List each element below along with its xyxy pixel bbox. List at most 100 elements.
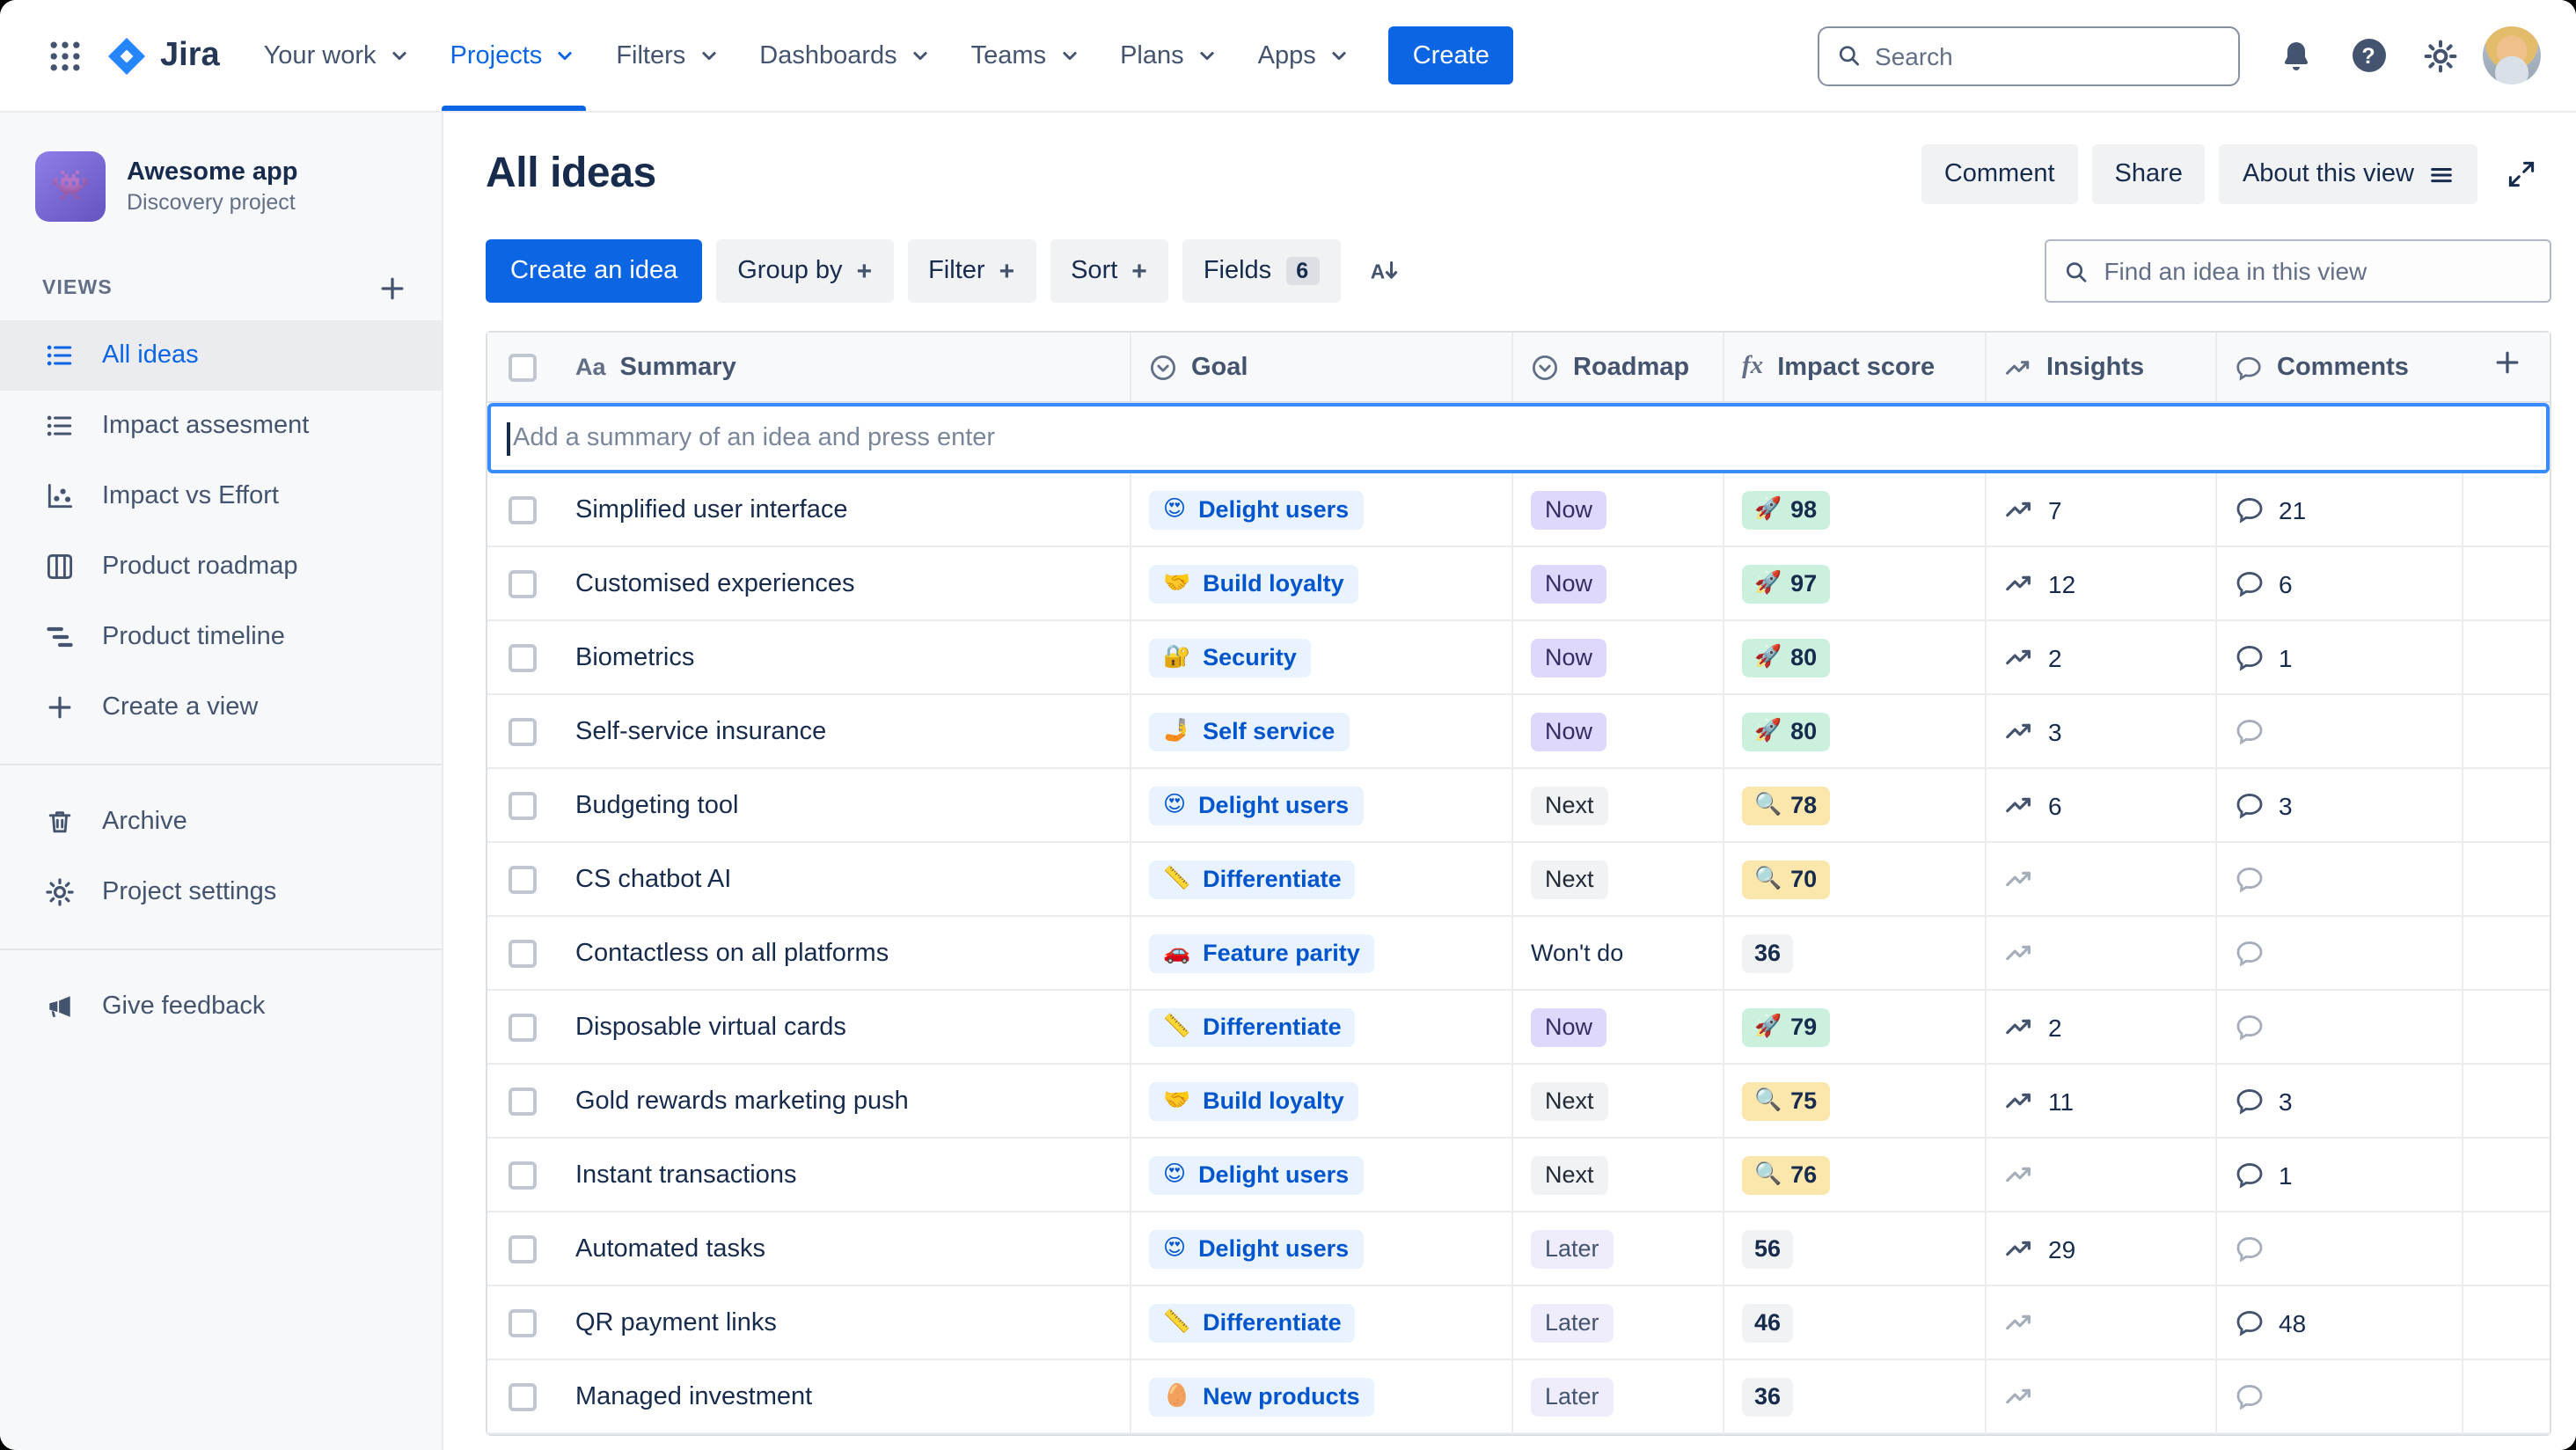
sidebar-item-product-roadmap[interactable]: Product roadmap — [0, 531, 442, 602]
roadmap-badge[interactable]: Won't do — [1531, 940, 1624, 966]
goal-badge[interactable]: 🤝 Build loyalty — [1149, 564, 1358, 603]
row-checkbox[interactable] — [509, 865, 537, 893]
row-checkbox[interactable] — [509, 717, 537, 745]
goal-badge[interactable]: 😍 Delight users — [1149, 490, 1364, 529]
create-button[interactable]: Create — [1387, 26, 1514, 84]
row-checkbox[interactable] — [509, 939, 537, 967]
app-switcher-icon[interactable] — [35, 26, 95, 85]
roadmap-badge[interactable]: Later — [1531, 1377, 1614, 1416]
goal-badge[interactable]: 📏 Differentiate — [1149, 1303, 1356, 1342]
goal-badge[interactable]: 🥚 New products — [1149, 1377, 1374, 1416]
nav-dashboards[interactable]: Dashboards — [740, 0, 951, 111]
insights-cell[interactable]: 2 — [1987, 991, 2217, 1063]
goal-badge[interactable]: 📏 Differentiate — [1149, 860, 1356, 898]
row-checkbox[interactable] — [509, 1013, 537, 1041]
goal-badge[interactable]: 🤳 Self service — [1149, 712, 1350, 751]
column-header-summary[interactable]: Aa Summary — [558, 333, 1131, 401]
project-header[interactable]: Awesome app Discovery project — [0, 151, 442, 222]
insights-cell[interactable]: 7 — [1987, 473, 2217, 546]
notifications-icon[interactable] — [2266, 26, 2326, 85]
sort-button[interactable]: Sort — [1050, 239, 1168, 303]
settings-icon[interactable] — [2411, 26, 2470, 85]
insights-cell[interactable]: 2 — [1987, 621, 2217, 693]
comments-cell[interactable]: 1 — [2217, 1139, 2463, 1211]
row-checkbox[interactable] — [509, 495, 537, 524]
row-checkbox[interactable] — [509, 1234, 537, 1263]
roadmap-badge[interactable]: Next — [1531, 1081, 1608, 1120]
idea-summary[interactable]: Simplified user interface — [575, 495, 848, 524]
idea-summary[interactable]: Automated tasks — [575, 1234, 765, 1263]
idea-summary[interactable]: Contactless on all platforms — [575, 939, 889, 967]
comments-cell[interactable] — [2217, 695, 2463, 767]
sidebar-item-create-a-view[interactable]: Create a view — [0, 672, 442, 743]
comments-cell[interactable]: 3 — [2217, 1065, 2463, 1137]
goal-badge[interactable]: 😍 Delight users — [1149, 1155, 1364, 1194]
idea-summary[interactable]: QR payment links — [575, 1308, 777, 1336]
global-search-input[interactable] — [1875, 41, 2221, 70]
add-idea-input[interactable]: Add a summary of an idea and press enter — [487, 403, 2550, 473]
sidebar-item-archive[interactable]: Archive — [0, 787, 442, 857]
idea-summary[interactable]: Self-service insurance — [575, 717, 827, 745]
fields-button[interactable]: Fields 6 — [1182, 239, 1341, 303]
idea-summary[interactable]: Budgeting tool — [575, 791, 739, 819]
insights-cell[interactable] — [1987, 1139, 2217, 1211]
comments-cell[interactable]: 6 — [2217, 547, 2463, 619]
goal-badge[interactable]: 🚗 Feature parity — [1149, 934, 1374, 972]
insights-cell[interactable]: 6 — [1987, 769, 2217, 841]
comments-cell[interactable]: 48 — [2217, 1286, 2463, 1358]
insights-cell[interactable] — [1987, 1360, 2217, 1432]
roadmap-badge[interactable]: Now — [1531, 564, 1607, 603]
sidebar-item-impact-assesment[interactable]: Impact assesment — [0, 391, 442, 461]
goal-badge[interactable]: 📏 Differentiate — [1149, 1007, 1356, 1046]
column-header-goal[interactable]: Goal — [1131, 333, 1513, 401]
nav-apps[interactable]: Apps — [1239, 0, 1371, 111]
table-row[interactable]: Disposable virtual cards 📏 Differentiate… — [487, 991, 2550, 1065]
roadmap-badge[interactable]: Next — [1531, 1155, 1608, 1194]
comments-cell[interactable] — [2217, 1212, 2463, 1285]
about-view-button[interactable]: About this view — [2219, 144, 2477, 204]
table-row[interactable]: QR payment links 📏 Differentiate Later 4… — [487, 1286, 2550, 1360]
goal-badge[interactable]: 😍 Delight users — [1149, 1229, 1364, 1268]
roadmap-badge[interactable]: Next — [1531, 860, 1608, 898]
row-checkbox[interactable] — [509, 1087, 537, 1115]
comment-button[interactable]: Comment — [1921, 144, 2078, 204]
idea-summary[interactable]: Instant transactions — [575, 1161, 797, 1189]
add-view-icon[interactable] — [371, 267, 413, 310]
insights-cell[interactable] — [1987, 917, 2217, 989]
group-by-button[interactable]: Group by — [716, 239, 894, 303]
translate-icon[interactable]: A — [1354, 241, 1414, 301]
table-row[interactable]: Managed investment 🥚 New products Later … — [487, 1360, 2550, 1434]
insights-cell[interactable]: 12 — [1987, 547, 2217, 619]
sidebar-item-all-ideas[interactable]: All ideas — [0, 320, 442, 391]
roadmap-badge[interactable]: Now — [1531, 712, 1607, 751]
comments-cell[interactable] — [2217, 843, 2463, 915]
sidebar-item-product-timeline[interactable]: Product timeline — [0, 602, 442, 672]
table-row[interactable]: Self-service insurance 🤳 Self service No… — [487, 695, 2550, 769]
idea-summary[interactable]: Biometrics — [575, 643, 695, 671]
table-row[interactable]: CS chatbot AI 📏 Differentiate Next 🔍 70 — [487, 843, 2550, 917]
select-all-checkbox[interactable] — [509, 353, 537, 381]
row-checkbox[interactable] — [509, 569, 537, 597]
table-row[interactable]: Gold rewards marketing push 🤝 Build loya… — [487, 1065, 2550, 1139]
sidebar-item-project-settings[interactable]: Project settings — [0, 857, 442, 927]
idea-summary[interactable]: Gold rewards marketing push — [575, 1087, 909, 1115]
row-checkbox[interactable] — [509, 791, 537, 819]
comments-cell[interactable]: 1 — [2217, 621, 2463, 693]
idea-summary[interactable]: Customised experiences — [575, 569, 855, 597]
insights-cell[interactable] — [1987, 843, 2217, 915]
comments-cell[interactable] — [2217, 1360, 2463, 1432]
idea-summary[interactable]: Managed investment — [575, 1382, 813, 1410]
table-row[interactable]: Budgeting tool 😍 Delight users Next 🔍 78… — [487, 769, 2550, 843]
idea-summary[interactable]: Disposable virtual cards — [575, 1013, 846, 1041]
row-checkbox[interactable] — [509, 1161, 537, 1189]
table-row[interactable]: Instant transactions 😍 Delight users Nex… — [487, 1139, 2550, 1212]
column-header-impact[interactable]: fx Impact score — [1724, 333, 1987, 401]
table-row[interactable]: Biometrics 🔐 Security Now 🚀 80 2 — [487, 621, 2550, 695]
nav-your-work[interactable]: Your work — [245, 0, 431, 111]
comments-cell[interactable] — [2217, 917, 2463, 989]
comments-cell[interactable] — [2217, 991, 2463, 1063]
column-header-comments[interactable]: Comments — [2217, 333, 2463, 401]
table-row[interactable]: Simplified user interface 😍 Delight user… — [487, 473, 2550, 547]
add-column-button[interactable] — [2463, 333, 2550, 401]
column-header-insights[interactable]: Insights — [1987, 333, 2217, 401]
